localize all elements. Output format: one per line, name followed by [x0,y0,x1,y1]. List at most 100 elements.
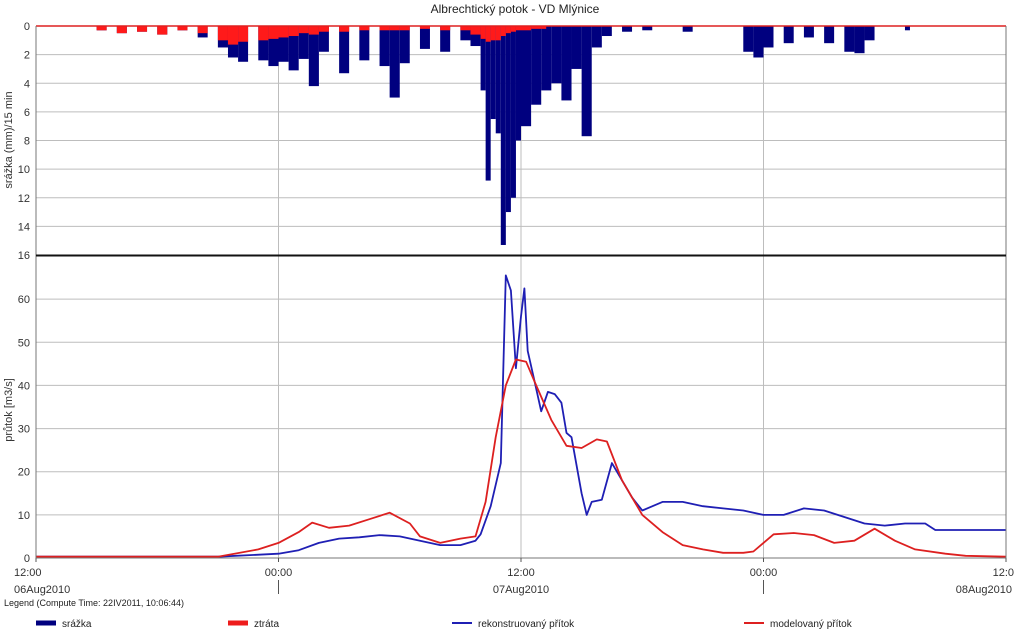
loss-bar [308,26,319,35]
loss-bar [318,26,329,32]
precip-bar [510,26,516,198]
loss-bar [500,26,506,37]
x-tick-label: 12:0 [993,567,1014,579]
legend: Legend (Compute Time: 22IV2011, 10:06:44… [4,598,853,630]
precip-bar [682,26,693,32]
loss-bar [515,26,521,31]
precip-bar [505,26,511,213]
precip-bar [470,26,481,47]
precip-bar [551,26,562,84]
loss-bar [419,26,430,29]
precip-bar [308,26,319,87]
precip-bar [864,26,875,41]
precip-bar [561,26,572,101]
loss-bar [278,26,289,38]
axes: 12:00 00:00 12:00 00:00 12:0 06Aug2010 07Aug20… [14,26,1014,596]
precip-bar [485,26,491,181]
flow-y-tick-label: 40 [18,380,30,392]
precip-bar [904,26,910,31]
loss-bar [510,26,516,32]
precip-y-tick-label: 14 [18,221,30,233]
flow-y-tick-label: 60 [18,294,30,306]
precip-bar [581,26,592,137]
flow-y-tick-label: 50 [18,337,30,349]
loss-bar [490,26,496,41]
precip-bar [591,26,602,48]
precip-y-tick-label: 2 [24,50,30,62]
loss-bar [531,26,542,29]
loss-bar [389,26,400,31]
legend-label: srážka [62,619,92,630]
precip-bar [460,26,471,41]
precip-bar [531,26,542,105]
precip-bar [495,26,501,134]
precip-bars [36,25,1006,245]
precip-bar [490,26,496,120]
loss-bar [96,26,107,31]
loss-bar [399,26,410,31]
loss-bar [470,26,481,35]
precip-bar [824,26,835,44]
loss-bar [379,26,390,31]
precip-bar [601,26,612,37]
precip-y-tick-label: 8 [24,136,30,148]
flow-y-tick-label: 30 [18,424,30,436]
precip-bar [268,26,279,67]
loss-bar [197,26,208,34]
precip-y-axis-label: srážka (mm)/15 min [3,91,15,188]
precip-bar [541,26,552,91]
x-tick-label: 12:00 [14,567,42,579]
precip-bar [515,26,521,141]
loss-bar [116,26,127,34]
precip-y-tick-label: 10 [18,164,30,176]
modelled-inflow-line [36,358,1007,558]
legend-caption: Legend (Compute Time: 22IV2011, 10:06:44… [4,598,184,608]
x-date-label: 06Aug2010 [14,584,70,596]
loss-bar [521,26,532,31]
precip-bar [500,26,506,245]
precip-bar [379,26,390,67]
x-date-label: 08Aug2010 [956,584,1012,596]
precip-bar [803,26,814,38]
precip-bar [480,26,486,91]
loss-bar [505,26,511,34]
x-date-label: 07Aug2010 [493,584,549,596]
x-tick-label: 00:00 [265,567,293,579]
precip-bar [238,26,249,62]
loss-bar [495,26,501,41]
chart-title: Albrechtický potok - VD Mlýnice [431,2,600,16]
loss-bar [258,26,269,41]
precip-bar [571,26,582,69]
precip-bar [389,26,400,98]
precip-bar [399,26,410,64]
loss-bar [288,26,299,37]
precip-bar [339,26,350,74]
loss-bar [298,26,309,34]
precip-y-tick-label: 12 [18,193,30,205]
loss-bar [339,26,350,32]
flow-lines [36,274,1007,558]
precip-bar [258,26,269,61]
precip-bar [359,26,370,61]
loss-bar [217,26,228,41]
loss-bar [157,26,168,35]
precip-bar [844,26,855,52]
loss-bar [541,26,547,29]
loss-bar [480,26,486,39]
precip-bar [743,26,754,52]
loss-bar [440,26,451,31]
precip-y-tick-label: 4 [24,78,30,90]
loss-bar [268,26,279,39]
precip-bar [763,26,774,48]
precip-y-tick-label: 16 [18,250,30,262]
precip-bar [622,26,633,32]
flow-y-tick-label: 20 [18,467,30,479]
precip-bar [318,26,329,52]
loss-bar [485,26,491,42]
precip-bar [854,26,865,54]
x-tick-label: 00:00 [750,567,778,579]
precip-bar [440,26,451,52]
precip-y-tick-label: 6 [24,107,30,119]
precip-bar [288,26,299,71]
